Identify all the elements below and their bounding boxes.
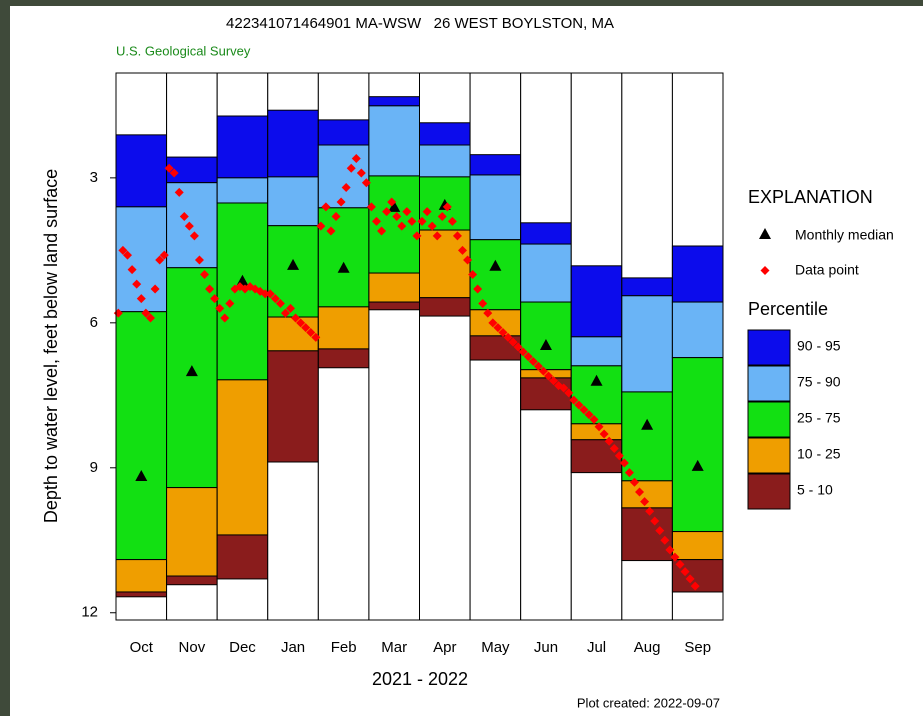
x-tick-label: Sep <box>684 639 711 656</box>
percentile-band <box>420 298 471 316</box>
legend-swatch <box>748 366 790 401</box>
percentile-band <box>672 246 723 302</box>
x-tick-label: Nov <box>179 639 206 656</box>
percentile-band <box>217 116 268 178</box>
percentile-band <box>470 155 521 175</box>
chart: 422341071464901 MA-WSW 26 WEST BOYLSTON,… <box>0 0 923 716</box>
x-tick-label: Jan <box>281 639 305 656</box>
percentile-band <box>116 592 167 597</box>
percentile-band <box>116 312 167 560</box>
percentile-band <box>318 120 369 145</box>
percentile-band <box>268 351 319 462</box>
percentile-band <box>521 378 572 410</box>
percentile-band <box>672 302 723 358</box>
x-tick-label: Apr <box>433 639 456 656</box>
percentile-band <box>167 268 218 488</box>
legend-swatch <box>748 330 790 365</box>
percentile-band <box>622 481 673 508</box>
percentile-band <box>470 240 521 310</box>
y-axis-label: Depth to water level, feet below land su… <box>41 169 61 523</box>
percentile-band <box>369 302 420 310</box>
legend-label: 10 - 25 <box>797 446 841 462</box>
y-tick-label: 3 <box>90 169 98 186</box>
percentile-band <box>369 273 420 302</box>
percentile-band <box>116 135 167 207</box>
percentile-band <box>369 97 420 106</box>
percentile-band <box>318 208 369 307</box>
percentile-band <box>369 106 420 176</box>
percentile-band <box>420 145 471 177</box>
chart-title: 422341071464901 MA-WSW 26 WEST BOYLSTON,… <box>226 15 614 32</box>
x-tick-label: Mar <box>381 639 407 656</box>
legend-swatch <box>748 474 790 509</box>
legend-label: 25 - 75 <box>797 410 841 426</box>
legend-label: Monthly median <box>795 227 894 243</box>
y-tick-label: 6 <box>90 314 98 331</box>
percentile-band <box>622 296 673 392</box>
x-tick-label: Oct <box>130 639 154 656</box>
footnote: Plot created: 2022-09-07 <box>577 695 720 710</box>
percentile-band <box>672 532 723 560</box>
bands-title: Percentile <box>748 299 828 319</box>
percentile-band <box>622 392 673 481</box>
legend-label: 5 - 10 <box>797 482 833 498</box>
percentile-band <box>167 576 218 585</box>
x-tick-label: Jul <box>587 639 606 656</box>
percentile-band <box>268 110 319 177</box>
percentile-band <box>268 177 319 226</box>
source: U.S. Geological Survey <box>116 43 251 58</box>
percentile-band <box>521 223 572 244</box>
percentile-band <box>571 337 622 366</box>
percentile-band <box>470 175 521 240</box>
legend-title: EXPLANATION <box>748 187 873 207</box>
y-tick-label: 9 <box>90 459 98 476</box>
percentile-band <box>116 560 167 592</box>
x-tick-label: Jun <box>534 639 558 656</box>
percentile-band <box>318 349 369 368</box>
percentile-band <box>420 230 471 298</box>
x-tick-label: May <box>481 639 510 656</box>
percentile-band <box>672 358 723 532</box>
legend-swatch <box>748 438 790 473</box>
x-tick-label: Feb <box>331 639 357 656</box>
page: {"chart_data": { "type": "bar", "title":… <box>0 0 923 716</box>
percentile-band <box>217 380 268 535</box>
percentile-band <box>268 226 319 317</box>
percentile-band <box>217 178 268 203</box>
percentile-band <box>521 244 572 302</box>
legend-label: 75 - 90 <box>797 374 841 390</box>
x-tick-label: Dec <box>229 639 256 656</box>
percentile-band <box>167 488 218 576</box>
legend-label: 90 - 95 <box>797 338 841 354</box>
legend-label: Data point <box>795 262 859 278</box>
x-tick-label: Aug <box>634 639 661 656</box>
x-axis-label: 2021 - 2022 <box>372 669 468 689</box>
percentile-band <box>571 266 622 337</box>
percentile-band <box>622 278 673 296</box>
percentile-band <box>318 307 369 349</box>
percentile-band <box>420 123 471 145</box>
percentile-band <box>622 508 673 561</box>
legend-swatch <box>748 402 790 437</box>
percentile-band <box>571 366 622 424</box>
y-tick-label: 12 <box>81 604 98 621</box>
percentile-band <box>217 535 268 579</box>
